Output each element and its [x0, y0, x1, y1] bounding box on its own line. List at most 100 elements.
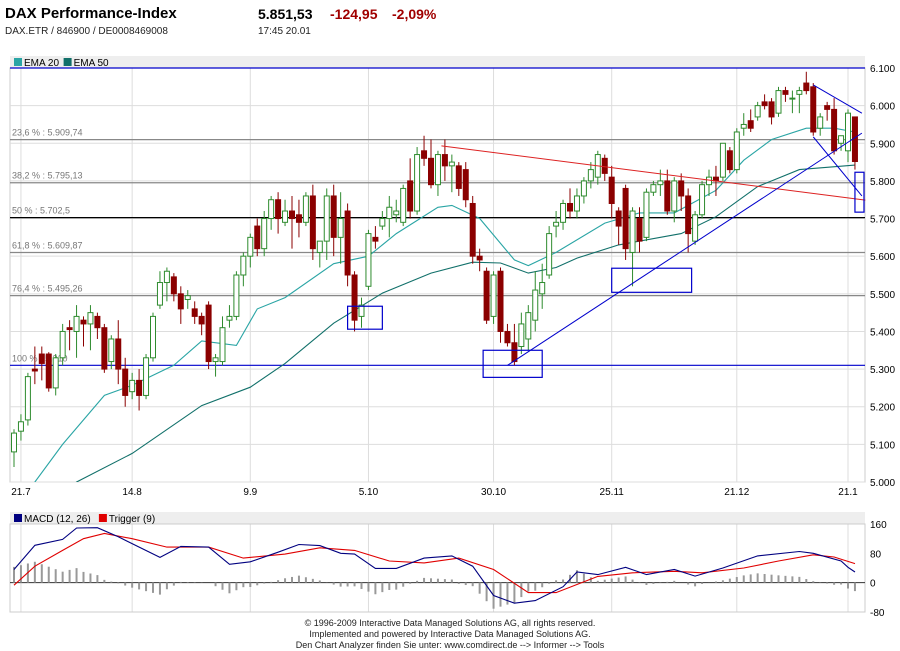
y-axis-tick-label: 5.600	[870, 252, 895, 263]
candle-down	[831, 108, 838, 152]
candle-up	[629, 210, 636, 253]
candle-down	[567, 202, 573, 212]
candle-up	[268, 199, 275, 220]
candle-down	[351, 274, 358, 321]
candle-up	[699, 184, 706, 216]
candle-down	[476, 255, 483, 261]
candle-down	[685, 195, 692, 235]
macd-y-tick-label: 160	[870, 520, 887, 531]
candle-down	[295, 214, 302, 223]
candle-up	[580, 180, 587, 197]
candle-down	[289, 210, 295, 220]
candle-down	[469, 202, 476, 257]
powered-by-text: Implemented and powered by Interactive D…	[309, 629, 591, 639]
y-axis-tick-label: 5.700	[870, 215, 895, 226]
candle-up	[247, 236, 254, 257]
candle-down	[372, 236, 379, 242]
y-axis-tick-label: 5.900	[870, 139, 895, 150]
candle-down	[601, 157, 608, 174]
candle-down	[483, 270, 490, 321]
candle-down	[407, 180, 414, 212]
candle-down	[455, 165, 462, 189]
footer: © 1996-2009 Interactive Data Managed Sol…	[0, 618, 900, 651]
candle-down	[122, 368, 129, 396]
candle-up	[448, 161, 455, 167]
price-change: -124,95	[330, 6, 378, 22]
candle-up	[490, 274, 497, 317]
candle-down	[768, 101, 775, 118]
copyright-text: © 1996-2009 Interactive Data Managed Sol…	[304, 618, 596, 628]
candle-down	[747, 120, 754, 129]
candle-down	[309, 195, 316, 250]
candle-up	[573, 195, 580, 212]
candle-down	[810, 86, 817, 133]
trendline	[507, 132, 863, 366]
candle-down	[94, 315, 101, 329]
candle-up	[650, 184, 657, 193]
candle-down	[205, 304, 212, 363]
candle-down	[177, 293, 184, 310]
candle-down	[101, 327, 108, 370]
candle-up	[400, 187, 407, 223]
page-title: DAX Performance-Index	[5, 5, 177, 22]
candle-up	[692, 214, 699, 242]
y-axis-tick-label: 5.200	[870, 403, 895, 414]
main-legend-bar	[10, 56, 865, 68]
legend-label: EMA 20	[24, 58, 59, 69]
y-axis-tick-label: 5.300	[870, 365, 895, 376]
trendline	[812, 136, 863, 197]
candle-down	[115, 338, 122, 370]
candle-down	[622, 187, 629, 250]
y-axis-tick-label: 6.100	[870, 64, 895, 75]
trendline	[812, 84, 863, 114]
chart-analyzer-link-text[interactable]: Den Chart Analyzer finden Sie unter: www…	[295, 640, 605, 650]
candle-up	[365, 233, 372, 287]
candle-down	[254, 225, 261, 250]
candle-up	[73, 315, 80, 332]
x-axis-tick-label: 9.9	[243, 487, 257, 498]
candle-down	[38, 353, 45, 364]
candle-up	[129, 379, 136, 393]
macd-plot-area	[9, 523, 866, 613]
candle-up	[386, 206, 393, 220]
candle-down	[191, 308, 198, 317]
candle-up	[323, 195, 330, 242]
candle-up	[539, 282, 546, 295]
y-axis-tick-label: 5.500	[870, 290, 895, 301]
candle-up	[434, 154, 441, 186]
legend-swatch-icon	[14, 514, 22, 522]
x-axis-tick-label: 21.7	[11, 487, 31, 498]
candle-up	[150, 315, 156, 359]
x-axis-tick-label: 21.12	[724, 487, 749, 498]
fibonacci-label: 61,8 % : 5.609,87	[12, 240, 83, 250]
candle-down	[511, 342, 518, 363]
candle-up	[817, 116, 824, 129]
macd-legend-label: MACD (12, 26)	[24, 514, 91, 525]
macd-y-tick-label: -80	[870, 608, 885, 619]
fibonacci-label: 38,2 % : 5.795,13	[12, 171, 83, 181]
trigger-line	[13, 532, 856, 594]
candle-down	[275, 199, 282, 220]
candle-up	[59, 330, 66, 359]
macd-legend-label: Trigger (9)	[109, 514, 155, 525]
candle-up	[87, 312, 94, 325]
quote-time: 17:45 20.01	[258, 26, 311, 37]
candle-up	[775, 90, 782, 114]
candle-down	[428, 157, 434, 186]
candle-up	[733, 131, 740, 171]
candle-down	[678, 180, 685, 197]
x-axis-tick-label: 25.11	[600, 487, 625, 498]
macd-line	[13, 527, 856, 604]
macd-legend-bar	[10, 512, 865, 524]
candle-down	[803, 82, 810, 92]
candle-down	[198, 315, 205, 325]
candle-up	[316, 240, 323, 253]
candle-down	[664, 180, 671, 212]
candle-up	[226, 315, 233, 321]
legend-swatch-icon	[63, 58, 72, 66]
candle-up	[302, 195, 309, 223]
candle-down	[761, 101, 768, 107]
candle-up	[219, 327, 226, 363]
candle-up	[24, 376, 31, 421]
